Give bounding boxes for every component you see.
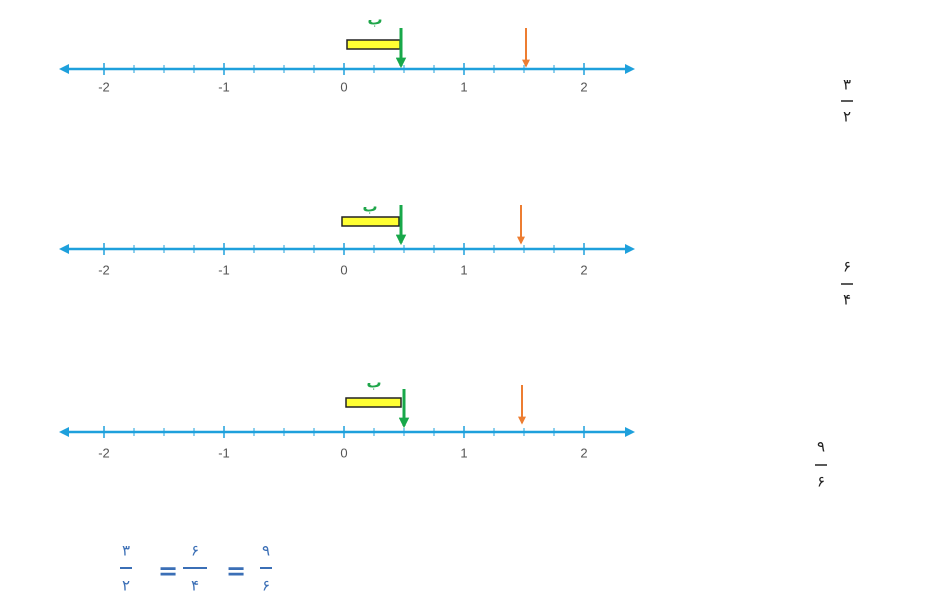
marker-label: ب — [367, 11, 382, 29]
tick-label: 2 — [580, 262, 587, 277]
denominator: ۲ — [843, 108, 851, 126]
tick-label: 1 — [460, 262, 467, 277]
equals-sign: = — [226, 557, 246, 585]
numerator: ۹ — [262, 542, 270, 560]
tick-label: 1 — [460, 79, 467, 94]
tick-label: 1 — [460, 445, 467, 460]
tick-label: 2 — [580, 79, 587, 94]
tick-label: 0 — [340, 262, 347, 277]
numerator: ۶ — [843, 258, 851, 276]
tick-label: 0 — [340, 445, 347, 460]
numerator: ۹ — [817, 438, 825, 456]
numerator: ۶ — [191, 542, 199, 560]
marker-label: ب — [362, 198, 377, 216]
highlight-box — [345, 397, 402, 408]
tick-label: -1 — [218, 262, 230, 277]
numerator: ۳ — [843, 76, 851, 94]
tick-label: -1 — [218, 445, 230, 460]
denominator: ۶ — [262, 577, 270, 595]
tick-label: -2 — [98, 79, 110, 94]
highlight-box — [341, 216, 400, 227]
tick-label: -2 — [98, 262, 110, 277]
equals-sign: = — [158, 557, 178, 585]
highlight-box — [346, 39, 401, 50]
denominator: ۴ — [843, 291, 851, 309]
tick-label: 0 — [340, 79, 347, 94]
tick-label: -2 — [98, 445, 110, 460]
denominator: ۴ — [191, 577, 199, 595]
tick-label: -1 — [218, 79, 230, 94]
tick-label: 2 — [580, 445, 587, 460]
numerator: ۳ — [122, 542, 130, 560]
denominator: ۲ — [122, 577, 130, 595]
marker-label: ب — [366, 374, 381, 392]
denominator: ۶ — [817, 473, 825, 491]
